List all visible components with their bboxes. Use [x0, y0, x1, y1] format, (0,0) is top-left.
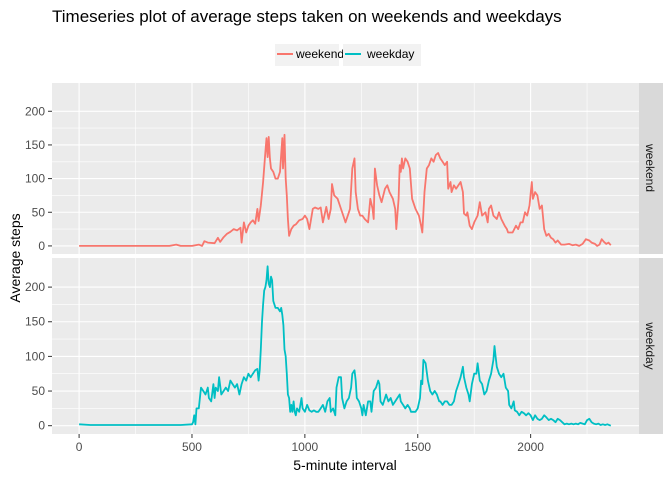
strip-weekday — [639, 258, 663, 434]
chart-title: Timeseries plot of average steps taken o… — [52, 7, 562, 26]
y-tick-label-weekday: 200 — [25, 280, 45, 294]
y-tick-label-weekday: 50 — [32, 384, 46, 398]
series-lines — [79, 133, 612, 427]
strip-weekend — [639, 83, 663, 254]
series-line-weekend — [79, 133, 612, 247]
x-axis-title: 5-minute interval — [293, 457, 397, 473]
grid-lines — [52, 83, 639, 434]
y-tick-label-weekend: 150 — [25, 138, 45, 152]
x-tick-label: 1000 — [292, 440, 319, 454]
y-tick-label-weekend: 100 — [25, 172, 45, 186]
series-line-weekday — [79, 265, 612, 427]
x-axis-ticks: 0 500 1000 1500 2000 — [76, 434, 544, 454]
x-tick-label: 0 — [76, 440, 83, 454]
y-axis-ticks: 0 50 100 150 200 0 50 100 150 200 — [25, 104, 52, 433]
legend: weekend weekday — [275, 44, 421, 66]
y-axis-title: Average steps — [7, 213, 23, 302]
panel-weekend-bg — [52, 83, 639, 254]
y-tick-label-weekday: 100 — [25, 349, 45, 363]
y-tick-label-weekend: 50 — [32, 205, 46, 219]
strip-label-weekend: weekend — [643, 143, 657, 192]
legend-label-weekend: weekend — [295, 47, 344, 61]
x-tick-label: 500 — [182, 440, 202, 454]
legend-key-bg-weekday — [343, 44, 421, 66]
y-tick-label-weekend: 200 — [25, 104, 45, 118]
y-tick-label-weekday: 150 — [25, 315, 45, 329]
strip-label-weekday: weekday — [643, 321, 657, 369]
y-tick-label-weekend: 0 — [38, 239, 45, 253]
x-tick-label: 1500 — [404, 440, 431, 454]
x-tick-label: 2000 — [517, 440, 544, 454]
y-tick-label-weekday: 0 — [38, 419, 45, 433]
legend-key-bg-weekend — [275, 44, 339, 66]
legend-label-weekday: weekday — [366, 47, 414, 61]
